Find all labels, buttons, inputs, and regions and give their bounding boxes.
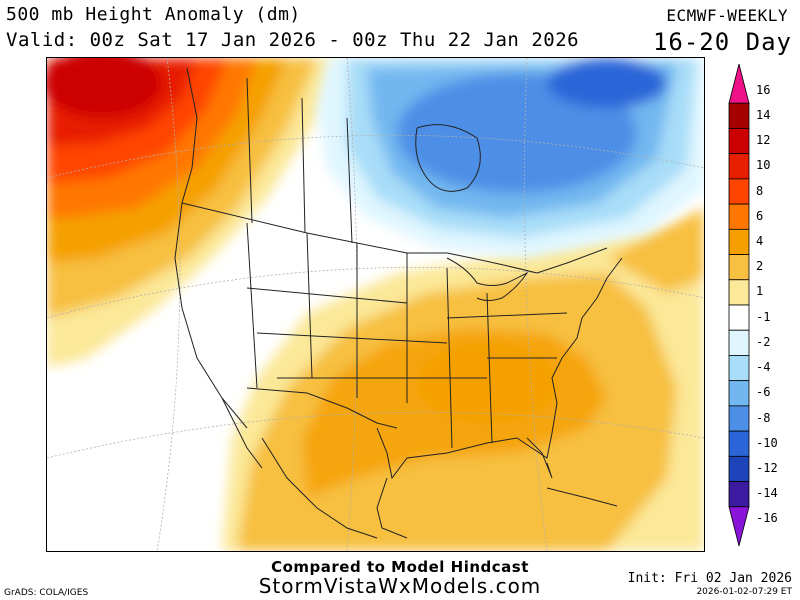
legend-swatch xyxy=(728,455,750,482)
legend-swatch xyxy=(728,128,750,155)
legend-swatch xyxy=(728,506,750,547)
legend-swatch xyxy=(728,102,750,129)
legend-label: 16 xyxy=(756,82,771,97)
legend-swatch xyxy=(728,405,750,432)
legend-swatch xyxy=(728,355,750,382)
legend-bar xyxy=(728,63,750,547)
legend-swatch xyxy=(728,380,750,407)
legend-label: 6 xyxy=(756,208,764,223)
anomaly-map xyxy=(46,57,705,552)
legend-label: -6 xyxy=(756,385,771,400)
positive-anomaly-northwest xyxy=(47,58,337,368)
legend-swatch xyxy=(728,153,750,180)
legend-label: 12 xyxy=(756,133,771,148)
legend-label: -16 xyxy=(756,511,778,526)
legend-label: 10 xyxy=(756,158,771,173)
legend-swatch xyxy=(728,63,750,104)
legend-swatch xyxy=(728,254,750,281)
legend-swatch xyxy=(728,329,750,356)
grads-credit: GrADS: COLA/IGES xyxy=(4,588,89,598)
model-name: ECMWF-WEEKLY xyxy=(666,6,788,25)
legend-label: 1 xyxy=(756,284,764,299)
legend-label: -12 xyxy=(756,460,778,475)
valid-period: Valid: 00z Sat 17 Jan 2026 - 00z Thu 22 … xyxy=(6,29,580,51)
legend-label: -1 xyxy=(756,309,771,324)
legend-swatch xyxy=(728,481,750,508)
negative-anomaly-canada xyxy=(317,58,704,258)
legend-swatch xyxy=(728,304,750,331)
legend-label: 14 xyxy=(756,107,771,122)
init-time: Init: Fri 02 Jan 2026 xyxy=(627,571,792,586)
legend-label: -10 xyxy=(756,435,778,450)
generation-timestamp: 2026-01-02-07:29 ET xyxy=(696,587,792,597)
political-boundaries xyxy=(174,67,623,539)
hindcast-caption: Compared to Model Hindcast xyxy=(271,558,529,576)
legend-label: -2 xyxy=(756,334,771,349)
forecast-days: 16-20 Day xyxy=(652,28,792,56)
legend-label: -8 xyxy=(756,410,771,425)
legend-swatch xyxy=(728,178,750,205)
map-title: 500 mb Height Anomaly (dm) xyxy=(6,4,301,25)
legend-label: 2 xyxy=(756,259,764,274)
legend-swatch xyxy=(728,279,750,306)
positive-anomaly-southeast xyxy=(222,208,704,551)
legend-swatch xyxy=(728,203,750,230)
legend-label: -14 xyxy=(756,486,778,501)
graticule xyxy=(47,58,704,551)
legend-swatch xyxy=(728,228,750,255)
legend-label: 4 xyxy=(756,233,764,248)
site-name: StormVistaWxModels.com xyxy=(258,574,542,598)
legend-swatch xyxy=(728,430,750,457)
legend-label: -4 xyxy=(756,360,771,375)
color-scale-legend xyxy=(728,63,750,547)
legend-label: 8 xyxy=(756,183,764,198)
